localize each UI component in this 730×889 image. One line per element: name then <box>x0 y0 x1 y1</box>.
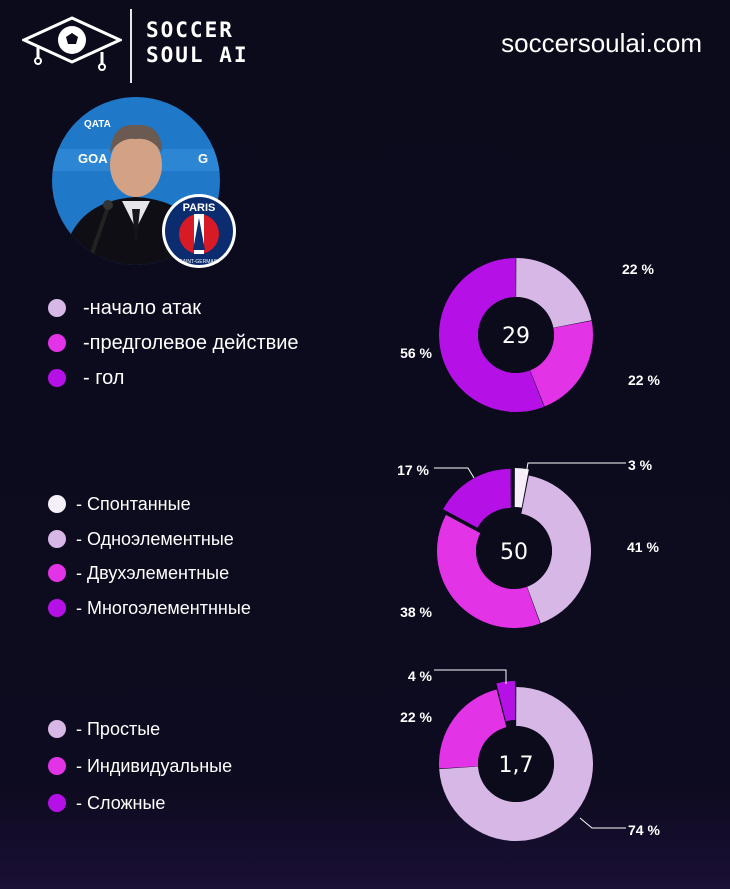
legend-item: - Простые <box>48 718 232 755</box>
donut-center-value: 50 <box>500 540 528 565</box>
legend-attacks: -начало атак -предголевое действие - гол <box>48 296 299 401</box>
donut-slice <box>516 258 592 328</box>
legend-label: - Многоэлементнные <box>76 597 251 618</box>
leader-line <box>579 817 626 829</box>
donut-slice <box>437 514 541 628</box>
legend-item: - Сложные <box>48 792 232 829</box>
slice-percent-label: 3 % <box>628 457 653 473</box>
donut-slice <box>521 475 591 624</box>
donut-hole <box>476 513 552 589</box>
legend-item: - Многоэлементнные <box>48 597 251 632</box>
legend-label: - Двухэлементные <box>76 563 230 583</box>
slice-percent-label: 22 % <box>622 261 654 277</box>
donut-slice <box>439 258 545 412</box>
slice-percent-label: 17 % <box>397 462 429 478</box>
legend-label: -предголевое действие <box>83 332 299 354</box>
donut-center-value: 29 <box>502 324 530 349</box>
legend-item: - Индивидуальные <box>48 755 232 792</box>
legend-dot <box>48 598 66 617</box>
legend-dot <box>48 299 66 317</box>
legend-dot <box>48 794 66 812</box>
slice-percent-label: 38 % <box>400 604 432 620</box>
legend-label: - Спонтанные <box>76 494 191 514</box>
legend-elements: - Спонтанные - Одноэлементные - Двухэлемен… <box>48 493 251 631</box>
legend-dot <box>48 495 66 513</box>
legend-label: - гол <box>83 367 125 389</box>
donut-slice <box>530 320 593 407</box>
slice-percent-label: 74 % <box>628 822 660 838</box>
brand-line-2: SOUL AI <box>146 43 249 67</box>
legend-dot <box>48 369 66 387</box>
soccer-soul-ai-logo <box>22 16 122 71</box>
svg-text:G: G <box>198 151 208 166</box>
legend-dot <box>48 334 66 352</box>
legend-item: -начало атак <box>48 296 299 331</box>
legend-label: - Индивидуальные <box>76 756 233 776</box>
slice-percent-label: 4 % <box>408 668 433 684</box>
svg-text:GOA: GOA <box>78 151 108 166</box>
donut-center-value: 1,7 <box>499 753 534 778</box>
donut-charts: 29 22 % 22 % 56 % 50 3 % 41 % 38 % 17 % 1,7 74 % 22… <box>397 258 660 841</box>
legend-label: -начало атак <box>83 297 201 319</box>
leader-line <box>434 669 507 684</box>
slice-percent-label: 22 % <box>628 372 660 388</box>
donut-slice <box>496 681 516 722</box>
brand-name: SOCCER SOUL AI <box>146 18 249 68</box>
legend-dot <box>48 720 66 738</box>
legend-item: - Двухэлементные <box>48 562 251 597</box>
slice-percent-label: 56 % <box>400 345 432 361</box>
badge-text-top: PARIS <box>183 202 216 214</box>
leader-line <box>434 467 475 479</box>
slice-percent-label: 22 % <box>400 709 432 725</box>
brand-line-1: SOCCER <box>146 18 234 42</box>
legend-dot <box>48 757 66 775</box>
legend-item: - гол <box>48 366 299 401</box>
legend-item: -предголевое действие <box>48 331 299 366</box>
donut-slice <box>514 468 529 508</box>
legend-dot <box>48 529 66 548</box>
leader-line <box>525 462 626 475</box>
legend-label: - Одноэлементные <box>76 528 234 549</box>
legend-dot <box>48 564 66 582</box>
donut-slice <box>443 468 511 528</box>
donut-slice <box>439 687 593 841</box>
badge-text-bottom: SAINT-GERMAIN <box>179 259 219 265</box>
header-divider <box>130 9 132 83</box>
legend-item: - Спонтанные <box>48 493 251 528</box>
donut-slice <box>439 689 507 769</box>
svg-text:QATA: QATA <box>84 119 111 130</box>
legend-item: - Одноэлементные <box>48 528 251 563</box>
legend-label: - Простые <box>76 719 161 739</box>
legend-complexity: - Простые - Индивидуальные - Сложные <box>48 718 232 829</box>
slice-percent-label: 41 % <box>627 539 659 555</box>
site-url[interactable]: soccersoulai.com <box>501 28 702 58</box>
legend-label: - Сложные <box>76 793 166 813</box>
donut-hole <box>478 297 554 373</box>
psg-badge: PARIS SAINT-GERMAIN <box>162 194 236 268</box>
donut-hole <box>478 726 554 802</box>
